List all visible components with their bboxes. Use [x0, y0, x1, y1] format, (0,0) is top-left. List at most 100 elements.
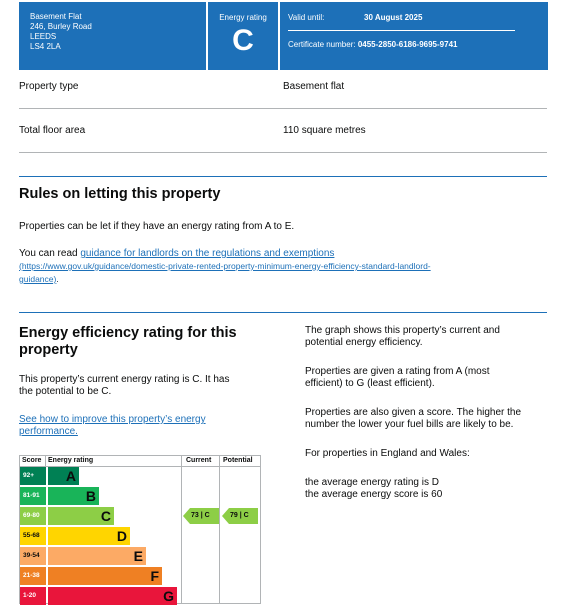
- score-explanation-line: number the lower your fuel bills are lik…: [305, 419, 514, 430]
- address-line: 246, Burley Road: [30, 22, 92, 31]
- address-line: LS4 2LA: [30, 42, 61, 51]
- section-divider: [19, 176, 547, 177]
- band-bar: G: [48, 587, 177, 605]
- score-explanation-line: Properties are also given a score. The h…: [305, 407, 522, 418]
- efficiency-heading: Energy efficiency rating for this proper…: [19, 325, 237, 359]
- average-rating-line: the average energy rating is D: [305, 477, 439, 488]
- letting-heading: Rules on letting this property: [19, 186, 221, 202]
- average-score-line: the average energy score is 60: [305, 489, 443, 500]
- section-divider: [19, 312, 547, 313]
- current-rating-text: This property’s current energy rating is…: [19, 374, 229, 398]
- rating-band-f: 21-38 F: [20, 567, 162, 585]
- energy-rating-label: Energy rating: [219, 13, 267, 22]
- band-bar: B: [48, 487, 99, 505]
- efficiency-heading-line: property: [19, 342, 78, 358]
- summary-value: 110 square metres: [283, 125, 366, 136]
- property-address: Basement Flat 246, Burley Road LEEDS LS4…: [19, 2, 206, 70]
- band-letter: F: [150, 568, 159, 584]
- graph-explanation-line: The graph shows this property’s current …: [305, 325, 500, 336]
- band-bar: E: [48, 547, 146, 565]
- band-bar: C: [48, 507, 114, 525]
- letting-paragraph: Properties can be let if they have an en…: [19, 221, 295, 232]
- guidance-suffix: .: [56, 274, 59, 284]
- band-score: 39-54: [23, 552, 40, 559]
- band-score: 21-38: [23, 572, 40, 579]
- energy-rating-letter: C: [232, 24, 254, 57]
- band-score-cell: 92+: [20, 467, 46, 485]
- certificate-number-value: 0455-2850-6186-9695-9741: [357, 40, 458, 49]
- band-letter: B: [85, 488, 96, 504]
- rating-band-d: 55-68 D: [20, 527, 130, 545]
- current-rating-line: This property’s current energy rating is…: [19, 374, 230, 385]
- chart-header-potential: Potential: [223, 457, 253, 464]
- chart-column-divider: [181, 456, 182, 603]
- current-rating-arrow-label: 73 | C: [191, 512, 210, 519]
- summary-value: Basement flat: [283, 81, 345, 92]
- guidance-prefix: You can read: [19, 248, 81, 259]
- divider: [19, 108, 547, 109]
- chart-header-score: Score: [22, 457, 42, 464]
- band-letter: E: [133, 548, 143, 564]
- band-letter: C: [100, 508, 111, 524]
- rating-explanation: Properties are given a rating from A (mo…: [305, 366, 550, 390]
- band-letter: D: [116, 528, 127, 544]
- rating-band-b: 81-91 B: [20, 487, 99, 505]
- valid-until-label: Valid until:: [288, 13, 325, 22]
- graph-explanation-line: potential energy efficiency.: [305, 337, 423, 348]
- address-line: Basement Flat: [30, 12, 82, 21]
- header-divider: [288, 30, 515, 31]
- energy-rating-chart: Score Energy rating Current Potential 92…: [19, 455, 261, 605]
- band-bar: A: [48, 467, 79, 485]
- chart-header-divider: [20, 466, 260, 467]
- band-bar: F: [48, 567, 162, 585]
- rating-explanation-line: Properties are given a rating from A (mo…: [305, 366, 490, 377]
- efficiency-heading-line: Energy efficiency rating for this: [19, 325, 237, 341]
- chart-header-rating: Energy rating: [48, 457, 94, 464]
- rating-band-g: 1-20 G: [20, 587, 177, 605]
- rating-explanation-line: efficient) to G (least efficient).: [305, 378, 435, 389]
- summary-label: Total floor area: [19, 125, 86, 136]
- address-line: LEEDS: [30, 32, 57, 41]
- score-explanation: Properties are also given a score. The h…: [305, 407, 550, 431]
- band-score: 81-91: [23, 492, 40, 499]
- band-letter: G: [163, 588, 174, 604]
- band-score: 1-20: [23, 592, 37, 599]
- guidance-url-link[interactable]: (https://www.gov.uk/guidance/domestic-pr…: [19, 261, 431, 271]
- letting-guidance-paragraph: You can read guidance for landlords on t…: [19, 248, 431, 286]
- band-score-cell: 21-38: [20, 567, 46, 585]
- chart-column-divider: [45, 456, 46, 467]
- rating-band-c: 69-80 C: [20, 507, 114, 525]
- energy-rating-box: Energy rating C: [208, 2, 278, 70]
- band-score: 92+: [23, 472, 35, 479]
- band-score-cell: 69-80: [20, 507, 46, 525]
- certificate-details: Valid until: 30 August 2025 Certificate …: [280, 2, 548, 70]
- current-rating-arrow: 73 | C: [183, 508, 219, 524]
- rating-band-e: 39-54 E: [20, 547, 146, 565]
- chart-column-divider: [219, 456, 220, 603]
- band-letter: A: [65, 468, 76, 484]
- band-score-cell: 81-91: [20, 487, 46, 505]
- current-rating-line: the potential to be C.: [19, 386, 112, 397]
- rating-band-a: 92+ A: [20, 467, 79, 485]
- region-text: For properties in England and Wales:: [305, 448, 470, 459]
- guidance-link[interactable]: guidance for landlords on the regulation…: [80, 248, 335, 259]
- band-score-cell: 1-20: [20, 587, 46, 605]
- potential-rating-arrow-label: 79 | C: [230, 512, 249, 519]
- band-score-cell: 55-68: [20, 527, 46, 545]
- improve-link-block: See how to improve this property’s energ…: [19, 414, 206, 438]
- certificate-number-label: Certificate number:: [288, 40, 356, 49]
- guidance-url-link-end[interactable]: guidance): [19, 274, 57, 284]
- chart-header-current: Current: [186, 457, 212, 464]
- improve-link[interactable]: See how to improve this property’s energ…: [19, 414, 206, 425]
- band-score-cell: 39-54: [20, 547, 46, 565]
- divider: [19, 152, 547, 153]
- improve-link-end[interactable]: performance.: [19, 426, 78, 437]
- average-rating-text: the average energy rating is D the avera…: [305, 477, 550, 501]
- valid-until-value: 30 August 2025: [364, 13, 423, 22]
- graph-explanation: The graph shows this property’s current …: [305, 325, 550, 349]
- band-score: 55-68: [23, 532, 40, 539]
- band-score: 69-80: [23, 512, 40, 519]
- summary-label: Property type: [19, 81, 79, 92]
- potential-rating-arrow: 79 | C: [222, 508, 258, 524]
- band-bar: D: [48, 527, 130, 545]
